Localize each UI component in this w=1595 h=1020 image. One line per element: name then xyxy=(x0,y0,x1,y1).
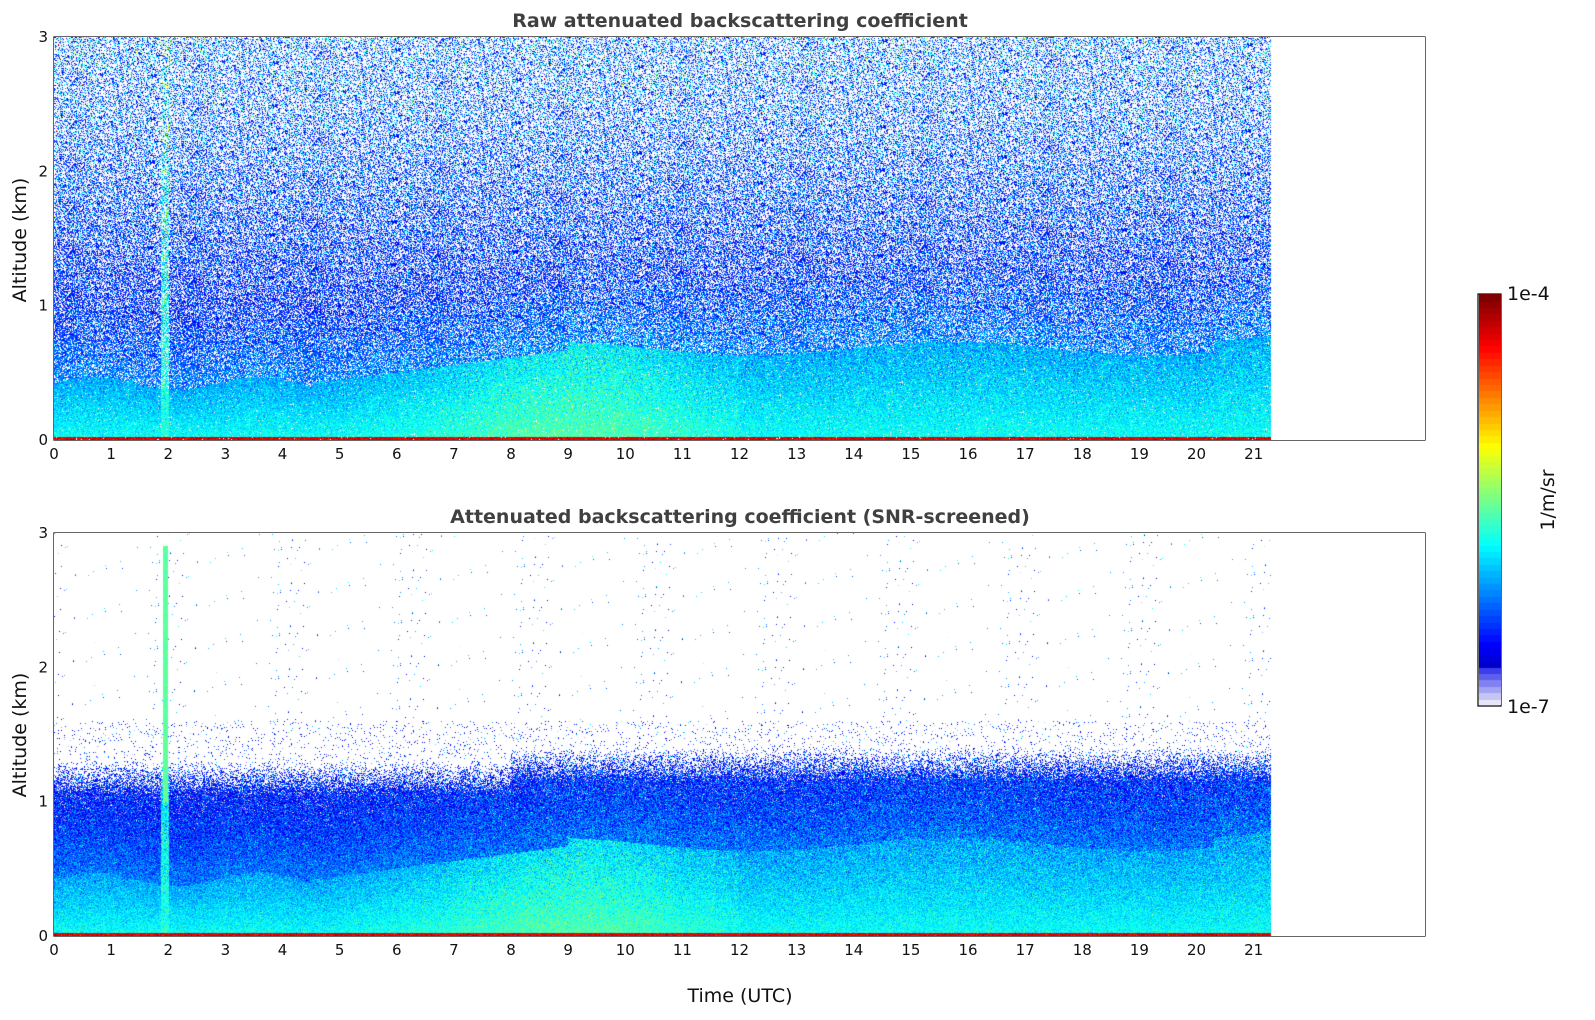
x-tick-label: 15 xyxy=(901,941,920,959)
x-tick-label: 2 xyxy=(163,445,173,463)
x-tick-label: 3 xyxy=(221,941,231,959)
y-tick-label: 1 xyxy=(38,297,48,315)
x-tick-label: 13 xyxy=(787,941,806,959)
y-tick-label: 1 xyxy=(38,793,48,811)
x-tick-label: 5 xyxy=(335,445,345,463)
x-tick-label: 10 xyxy=(616,941,635,959)
x-tick-label: 4 xyxy=(278,445,288,463)
x-tick-label: 14 xyxy=(844,941,863,959)
screened-backscatter-heatmap xyxy=(54,533,1425,936)
x-tick-label: 11 xyxy=(673,941,692,959)
y-tick-label: 2 xyxy=(38,162,48,180)
x-tick-label: 4 xyxy=(278,941,288,959)
x-tick-label: 7 xyxy=(449,941,459,959)
x-tick-label: 20 xyxy=(1187,941,1206,959)
x-tick-label: 19 xyxy=(1130,445,1149,463)
x-tick-label: 10 xyxy=(616,445,635,463)
x-tick-label: 13 xyxy=(787,445,806,463)
x-tick-label: 17 xyxy=(1016,941,1035,959)
y-tick-label: 0 xyxy=(38,927,48,945)
x-tick-label: 16 xyxy=(958,445,977,463)
y-axis-label: Altitude (km) xyxy=(9,178,31,303)
y-tick-label: 3 xyxy=(38,524,48,542)
x-tick-label: 3 xyxy=(221,445,231,463)
x-tick-label: 12 xyxy=(730,445,749,463)
x-tick-label: 6 xyxy=(392,941,402,959)
x-tick-label: 19 xyxy=(1130,941,1149,959)
x-tick-label: 6 xyxy=(392,445,402,463)
x-tick-label: 15 xyxy=(901,445,920,463)
x-tick-label: 12 xyxy=(730,941,749,959)
raw-backscatter-heatmap xyxy=(54,37,1425,440)
x-tick-label: 9 xyxy=(563,941,573,959)
x-tick-label: 17 xyxy=(1016,445,1035,463)
colorbar-gradient xyxy=(1479,294,1501,705)
y-tick-label: 3 xyxy=(38,28,48,46)
panel-title: Attenuated backscattering coefficient (S… xyxy=(450,506,1030,528)
x-tick-label: 7 xyxy=(449,445,459,463)
colorbar-min-label: 1e-7 xyxy=(1507,696,1550,718)
colorbar-max-label: 1e-4 xyxy=(1507,283,1550,305)
y-axis-label: Altitude (km) xyxy=(9,673,31,798)
x-tick-label: 1 xyxy=(106,445,116,463)
x-tick-label: 5 xyxy=(335,941,345,959)
x-tick-label: 0 xyxy=(49,445,59,463)
x-tick-label: 21 xyxy=(1244,941,1263,959)
y-tick-label: 0 xyxy=(38,431,48,449)
x-tick-label: 1 xyxy=(106,941,116,959)
x-tick-label: 18 xyxy=(1073,445,1092,463)
x-tick-label: 14 xyxy=(844,445,863,463)
x-tick-label: 11 xyxy=(673,445,692,463)
x-tick-label: 16 xyxy=(958,941,977,959)
x-axis-label: Time (UTC) xyxy=(686,985,792,1007)
x-tick-label: 0 xyxy=(49,941,59,959)
x-tick-label: 8 xyxy=(506,445,516,463)
x-tick-label: 21 xyxy=(1244,445,1263,463)
x-tick-label: 18 xyxy=(1073,941,1092,959)
x-tick-label: 2 xyxy=(163,941,173,959)
x-tick-label: 9 xyxy=(563,445,573,463)
x-tick-label: 20 xyxy=(1187,445,1206,463)
y-tick-label: 2 xyxy=(38,658,48,676)
raw-backscatter-panel: Raw attenuated backscattering coefficien… xyxy=(9,10,1426,463)
panel-title: Raw attenuated backscattering coefficien… xyxy=(512,10,968,32)
x-ticks: 0 1 2 3 4 5 6 7 8 9 10 11 12 13 14 15 16 17 18 19 20 21 xyxy=(49,931,1263,959)
x-ticks: 0 1 2 3 4 5 6 7 8 9 10 11 12 13 14 15 16 17 18 19 20 21 xyxy=(49,435,1263,463)
colorbar-unit-label: 1/m/sr xyxy=(1537,469,1559,530)
x-tick-label: 8 xyxy=(506,941,516,959)
